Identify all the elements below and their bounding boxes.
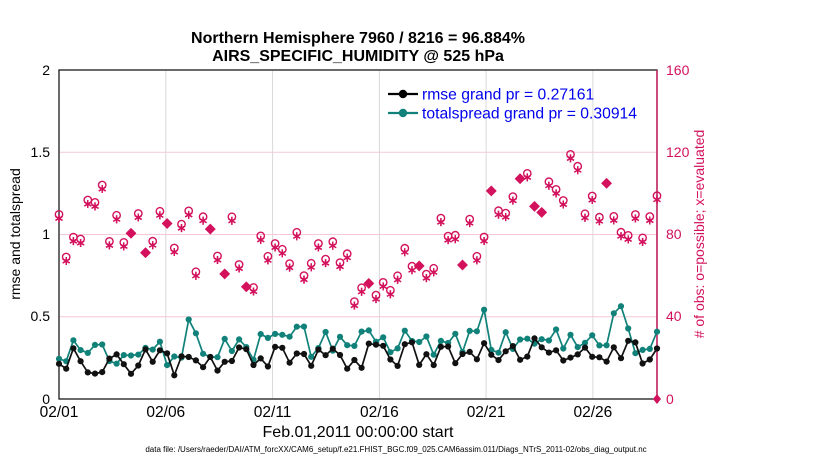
svg-text:0.5: 0.5: [31, 308, 51, 324]
svg-text:02/21: 02/21: [467, 404, 506, 421]
svg-text:40: 40: [666, 308, 682, 324]
svg-text:02/06: 02/06: [146, 404, 185, 421]
svg-text:data file: /Users/raeder/DAI/A: data file: /Users/raeder/DAI/ATM_forcXX/…: [145, 445, 646, 454]
svg-text:0: 0: [666, 391, 674, 407]
svg-text:02/26: 02/26: [574, 404, 613, 421]
svg-text:80: 80: [666, 226, 682, 242]
svg-text:02/16: 02/16: [360, 404, 399, 421]
svg-text:rmse grand pr = 0.27161: rmse grand pr = 0.27161: [422, 87, 594, 104]
svg-text:rmse and totalspread: rmse and totalspread: [7, 168, 23, 300]
svg-text:AIRS_SPECIFIC_HUMIDITY @ 525 h: AIRS_SPECIFIC_HUMIDITY @ 525 hPa: [212, 48, 504, 65]
svg-text:1.5: 1.5: [31, 144, 51, 160]
svg-text:02/01: 02/01: [40, 404, 79, 421]
svg-text:Northern Hemisphere 7960 / 821: Northern Hemisphere 7960 / 8216 = 96.884…: [191, 30, 525, 47]
svg-text:120: 120: [666, 144, 690, 160]
svg-text:160: 160: [666, 62, 690, 78]
svg-text:# of obs: o=possible; x=evalua: # of obs: o=possible; x=evaluated: [691, 130, 707, 339]
svg-text:totalspread grand pr = 0.30914: totalspread grand pr = 0.30914: [422, 106, 637, 123]
svg-text:02/11: 02/11: [254, 404, 292, 421]
svg-text:2: 2: [42, 62, 50, 78]
svg-text:1: 1: [42, 226, 50, 242]
svg-text:Feb.01,2011 00:00:00 start: Feb.01,2011 00:00:00 start: [263, 424, 455, 441]
